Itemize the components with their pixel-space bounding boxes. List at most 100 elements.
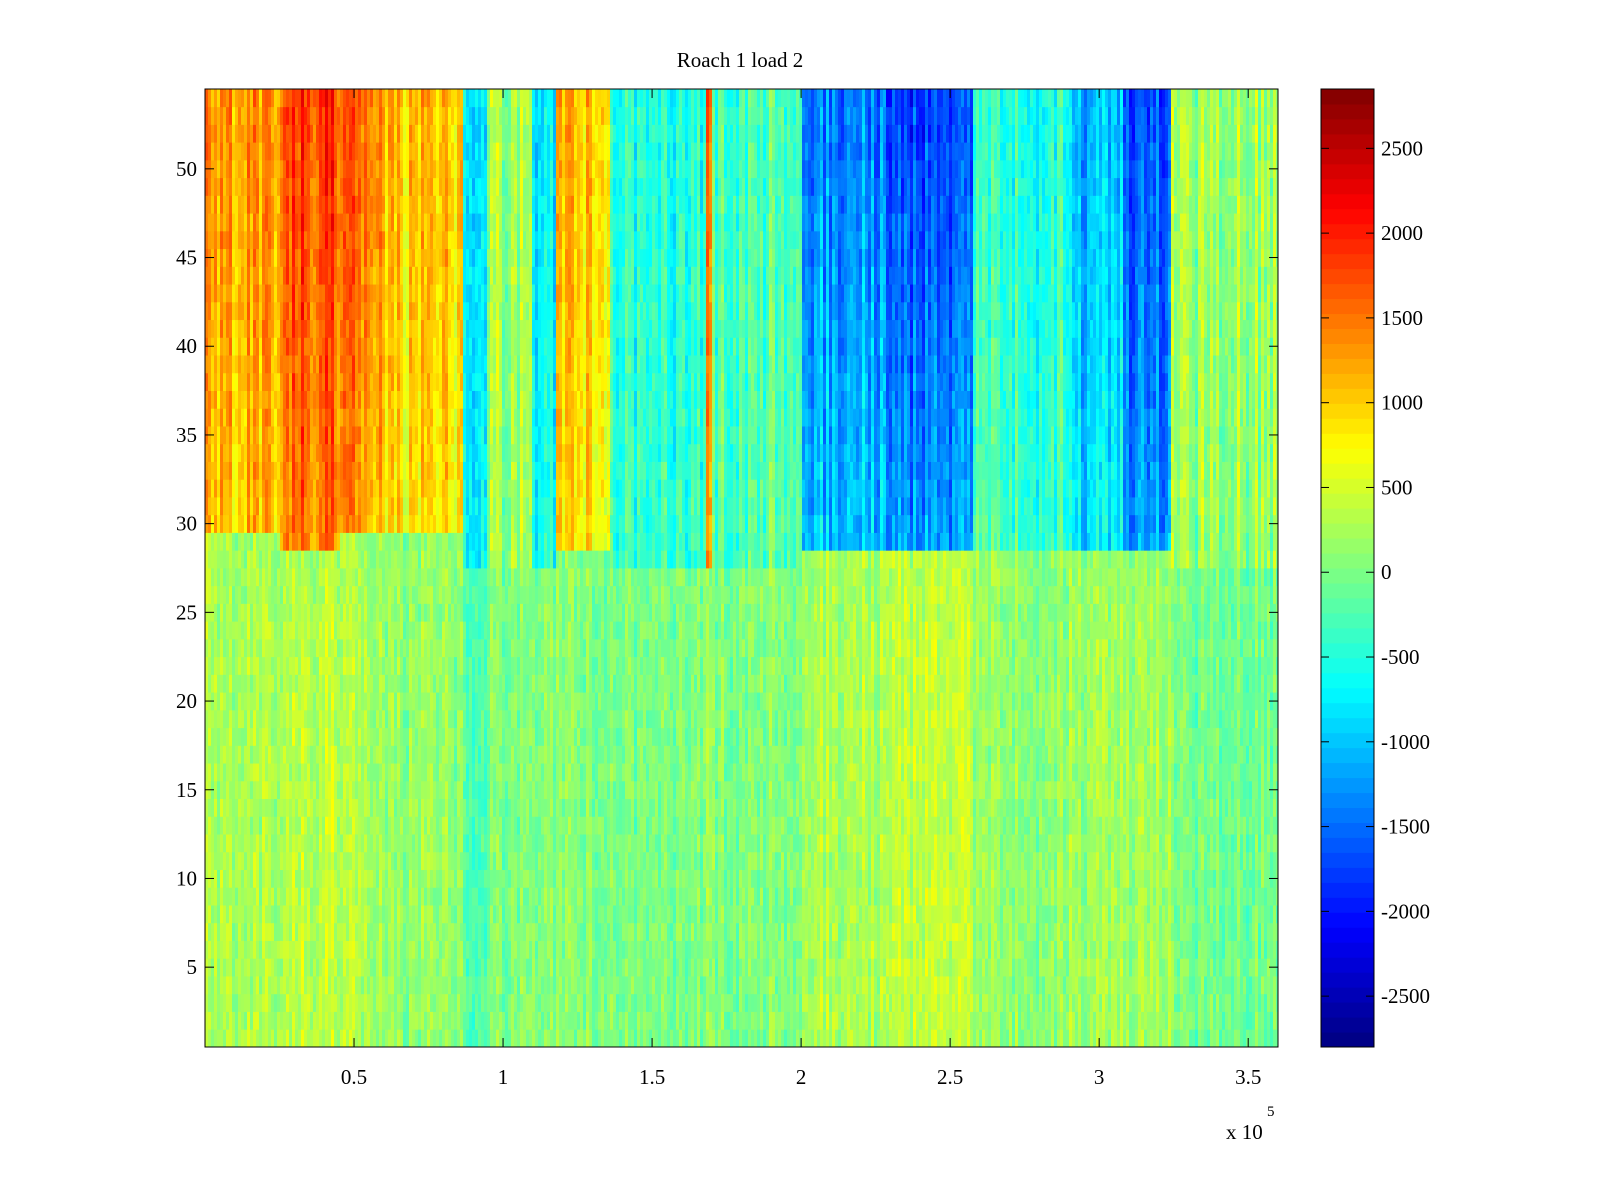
heatmap-cell	[388, 390, 392, 409]
heatmap-cell	[289, 408, 293, 427]
heatmap-cell	[328, 692, 332, 711]
heatmap-cell	[208, 993, 212, 1012]
heatmap-cell	[334, 142, 338, 161]
heatmap-cell	[424, 426, 428, 445]
heatmap-cell	[358, 355, 362, 374]
heatmap-cell	[406, 337, 410, 356]
heatmap-cell	[289, 426, 293, 445]
heatmap-cell	[217, 124, 221, 143]
heatmap-cell	[274, 248, 278, 267]
heatmap-cell	[220, 976, 224, 995]
heatmap-cell	[382, 550, 386, 569]
heatmap-cell	[391, 568, 395, 587]
heatmap-cell	[295, 177, 299, 196]
heatmap-cell	[409, 993, 413, 1012]
heatmap-cell	[481, 869, 485, 888]
heatmap-cell	[382, 568, 386, 587]
heatmap-cell	[391, 869, 395, 888]
heatmap-cell	[268, 550, 272, 569]
heatmap-cell	[373, 745, 377, 764]
heatmap-cell	[289, 159, 293, 179]
heatmap-cell	[370, 798, 374, 817]
heatmap-cell	[271, 284, 275, 303]
heatmap-cell	[253, 603, 257, 622]
heatmap-cell	[304, 709, 308, 729]
heatmap-cell	[298, 692, 302, 711]
heatmap-cell	[481, 958, 485, 977]
heatmap-cell	[238, 461, 242, 480]
heatmap-cell	[277, 1029, 281, 1048]
heatmap-cell	[400, 514, 404, 533]
heatmap-cell	[208, 976, 212, 995]
heatmap-cell	[238, 780, 242, 800]
heatmap-cell	[373, 213, 377, 232]
heatmap-cell	[205, 656, 209, 675]
heatmap-cell	[460, 1029, 464, 1048]
heatmap-cell	[280, 940, 284, 959]
heatmap-cell	[463, 780, 467, 800]
heatmap-cell	[433, 479, 437, 498]
heatmap-cell	[400, 248, 404, 267]
heatmap-cell	[406, 106, 410, 125]
heatmap-cell	[466, 603, 470, 622]
heatmap-cell	[385, 408, 389, 427]
heatmap-cell	[472, 780, 476, 800]
heatmap-cell	[385, 124, 389, 143]
heatmap-cell	[214, 355, 218, 374]
heatmap-cell	[259, 905, 263, 924]
heatmap-cell	[391, 993, 395, 1012]
heatmap-cell	[316, 390, 320, 409]
heatmap-cell	[412, 390, 416, 409]
heatmap-cell	[448, 284, 452, 303]
heatmap-cell	[295, 851, 299, 870]
heatmap-cell	[355, 497, 359, 516]
heatmap-cell	[472, 195, 476, 214]
heatmap-cell	[205, 284, 209, 303]
heatmap-cell	[235, 390, 239, 409]
heatmap-cell	[205, 568, 209, 587]
heatmap-cell	[442, 426, 446, 445]
heatmap-cell	[283, 284, 287, 303]
heatmap-cell	[400, 426, 404, 445]
heatmap-cell	[247, 692, 251, 711]
heatmap-cell	[307, 301, 311, 321]
heatmap-cell	[481, 745, 485, 764]
heatmap-cell	[232, 745, 236, 764]
heatmap-cell	[334, 905, 338, 924]
heatmap-cell	[412, 745, 416, 764]
heatmap-cell	[460, 408, 464, 427]
heatmap-cell	[214, 887, 218, 906]
heatmap-cell	[208, 798, 212, 817]
heatmap-cell	[301, 461, 305, 480]
heatmap-cell	[328, 426, 332, 445]
heatmap-cell	[373, 142, 377, 161]
heatmap-cell	[289, 443, 293, 462]
heatmap-cell	[424, 390, 428, 409]
heatmap-cell	[457, 142, 461, 161]
heatmap-cell	[403, 922, 407, 941]
heatmap-cell	[382, 124, 386, 143]
heatmap-cell	[445, 834, 449, 853]
heatmap-cell	[295, 922, 299, 941]
heatmap-cell	[211, 195, 215, 214]
heatmap-cell	[385, 958, 389, 977]
heatmap-cell	[376, 905, 380, 924]
heatmap-cell	[283, 514, 287, 533]
heatmap-cell	[439, 266, 443, 285]
heatmap-cell	[265, 709, 269, 729]
heatmap-cell	[241, 195, 245, 214]
heatmap-cell	[439, 905, 443, 924]
heatmap-cell	[322, 638, 326, 658]
heatmap-cell	[439, 426, 443, 445]
heatmap-cell	[403, 798, 407, 817]
heatmap-cell	[325, 780, 329, 800]
heatmap-cell	[409, 159, 413, 179]
heatmap-cell	[217, 905, 221, 924]
heatmap-cell	[430, 479, 434, 498]
heatmap-cell	[211, 177, 215, 196]
heatmap-cell	[370, 905, 374, 924]
heatmap-cell	[229, 603, 233, 622]
heatmap-cell	[277, 958, 281, 977]
heatmap-cell	[259, 514, 263, 533]
heatmap-cell	[298, 745, 302, 764]
